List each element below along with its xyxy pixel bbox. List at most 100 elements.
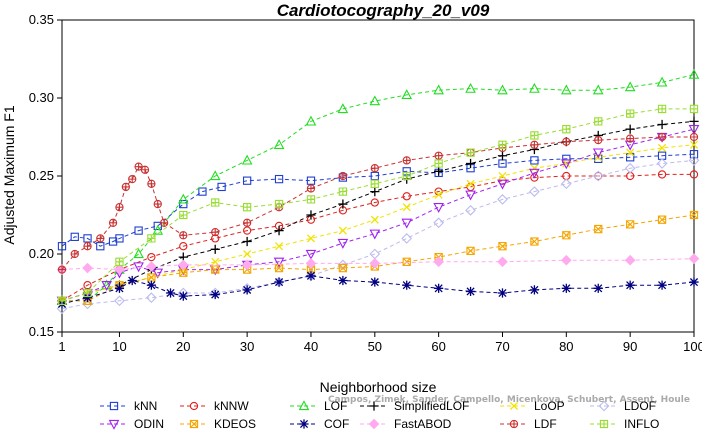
data-point-ldof <box>656 158 668 169</box>
data-point-loop <box>211 257 220 266</box>
x-axis-label: Neighborhood size <box>320 379 437 395</box>
data-point-ldf <box>140 165 150 174</box>
legend-item-fastabod: FastABOD <box>360 417 452 431</box>
data-point-inflo <box>338 187 348 196</box>
data-point-ldf <box>594 135 603 145</box>
data-point-ldf <box>338 171 348 181</box>
data-point-ldf <box>562 137 571 146</box>
data-point-lof <box>273 139 285 149</box>
data-point-lof <box>561 84 572 95</box>
data-point-knn <box>198 187 207 196</box>
data-point-cof <box>242 285 252 295</box>
series-line-knn <box>61 153 695 247</box>
data-point-ldf <box>657 132 667 142</box>
data-point-knn <box>115 234 124 243</box>
legend-item-simplifiedlof: SimplifiedLOF <box>360 399 469 413</box>
data-point-inflo <box>83 288 92 298</box>
data-point-cof <box>82 293 93 303</box>
data-point-inflo <box>466 148 475 157</box>
data-point-ldof <box>337 259 349 271</box>
data-point-ldof <box>560 178 572 190</box>
data-point-knn <box>242 176 252 185</box>
data-point-loop <box>434 190 443 199</box>
data-point-cof <box>114 283 125 293</box>
legend-item-loop: LoOP <box>500 399 565 413</box>
legend-label-ldof: LDOF <box>624 399 656 413</box>
legend-item-lof: LOF <box>290 399 347 413</box>
data-point-inflo <box>211 198 220 207</box>
data-point-knn <box>530 156 539 165</box>
data-point-ldf <box>370 164 379 173</box>
data-point-kdeos <box>562 231 571 240</box>
data-point-ldf <box>626 134 635 143</box>
legend-item-knn: kNN <box>100 399 157 413</box>
data-point-cof <box>370 277 380 287</box>
data-point-loop <box>658 143 667 152</box>
data-point-kdeos <box>211 265 220 274</box>
legend-item-ldof: LDOF <box>590 399 656 413</box>
data-point-ldof <box>688 155 700 166</box>
data-point-knnw <box>530 173 539 182</box>
data-point-odin <box>561 159 572 170</box>
data-point-fastabod <box>146 261 157 272</box>
data-point-simplifiedlof <box>465 158 476 169</box>
legend-marker-knn <box>109 401 119 411</box>
data-point-ldf <box>689 132 699 142</box>
data-point-ldf <box>242 218 252 227</box>
data-point-knn <box>306 176 316 185</box>
data-point-fastabod <box>433 256 444 268</box>
data-point-odin <box>369 229 381 240</box>
legend-marker-fastabod <box>368 418 380 430</box>
data-point-ldf <box>134 162 143 171</box>
data-point-inflo <box>370 179 379 188</box>
legend-label-ldf: LDF <box>534 417 557 431</box>
data-point-ldf <box>402 156 411 165</box>
legend-item-kdeos: KDEOS <box>180 417 256 431</box>
legend-marker-inflo <box>599 419 609 429</box>
data-point-odin <box>688 125 700 135</box>
data-point-lof <box>152 224 164 235</box>
data-point-inflo <box>657 104 667 114</box>
x-tick-label: 90 <box>623 339 637 354</box>
x-tick-label: 40 <box>304 339 318 354</box>
data-point-odin <box>433 203 444 213</box>
data-point-kdeos <box>402 257 411 266</box>
data-point-odin <box>497 179 508 190</box>
data-point-simplifiedlof <box>242 236 252 247</box>
data-point-lof <box>177 193 189 204</box>
y-tick-label: 0.15 <box>29 324 54 339</box>
data-point-fastabod <box>624 254 636 266</box>
data-point-fastabod <box>241 259 253 271</box>
data-point-odin <box>401 218 413 229</box>
data-point-simplifiedlof <box>274 226 284 236</box>
data-point-lof <box>133 248 144 259</box>
data-point-knn <box>153 221 162 231</box>
data-point-cof <box>306 271 316 281</box>
data-point-knnw <box>402 192 411 201</box>
legend-marker-knnw <box>189 401 199 411</box>
data-point-ldf <box>211 228 220 237</box>
data-point-knn <box>70 232 79 241</box>
data-point-lof <box>337 103 349 114</box>
data-point-fastabod <box>82 262 93 274</box>
legend-marker-lof <box>298 400 310 411</box>
data-point-odin <box>133 262 144 273</box>
data-point-cof <box>561 283 571 293</box>
data-point-odin <box>305 249 317 260</box>
data-point-ldf <box>57 265 67 274</box>
data-point-cof <box>434 283 444 293</box>
data-point-ldf <box>179 231 188 240</box>
data-point-ldf <box>121 182 130 192</box>
x-tick-label: 80 <box>559 339 573 354</box>
series-line-knnw <box>61 173 694 302</box>
data-point-lof <box>497 84 508 95</box>
data-point-odin <box>152 268 164 279</box>
data-point-cof <box>465 286 476 297</box>
data-point-knnw <box>657 170 667 179</box>
legend-item-ldf: LDF <box>500 417 557 431</box>
data-point-knn <box>274 174 284 184</box>
data-point-fastabod <box>561 254 572 266</box>
data-point-ldf <box>530 140 539 149</box>
data-point-odin <box>465 190 476 201</box>
